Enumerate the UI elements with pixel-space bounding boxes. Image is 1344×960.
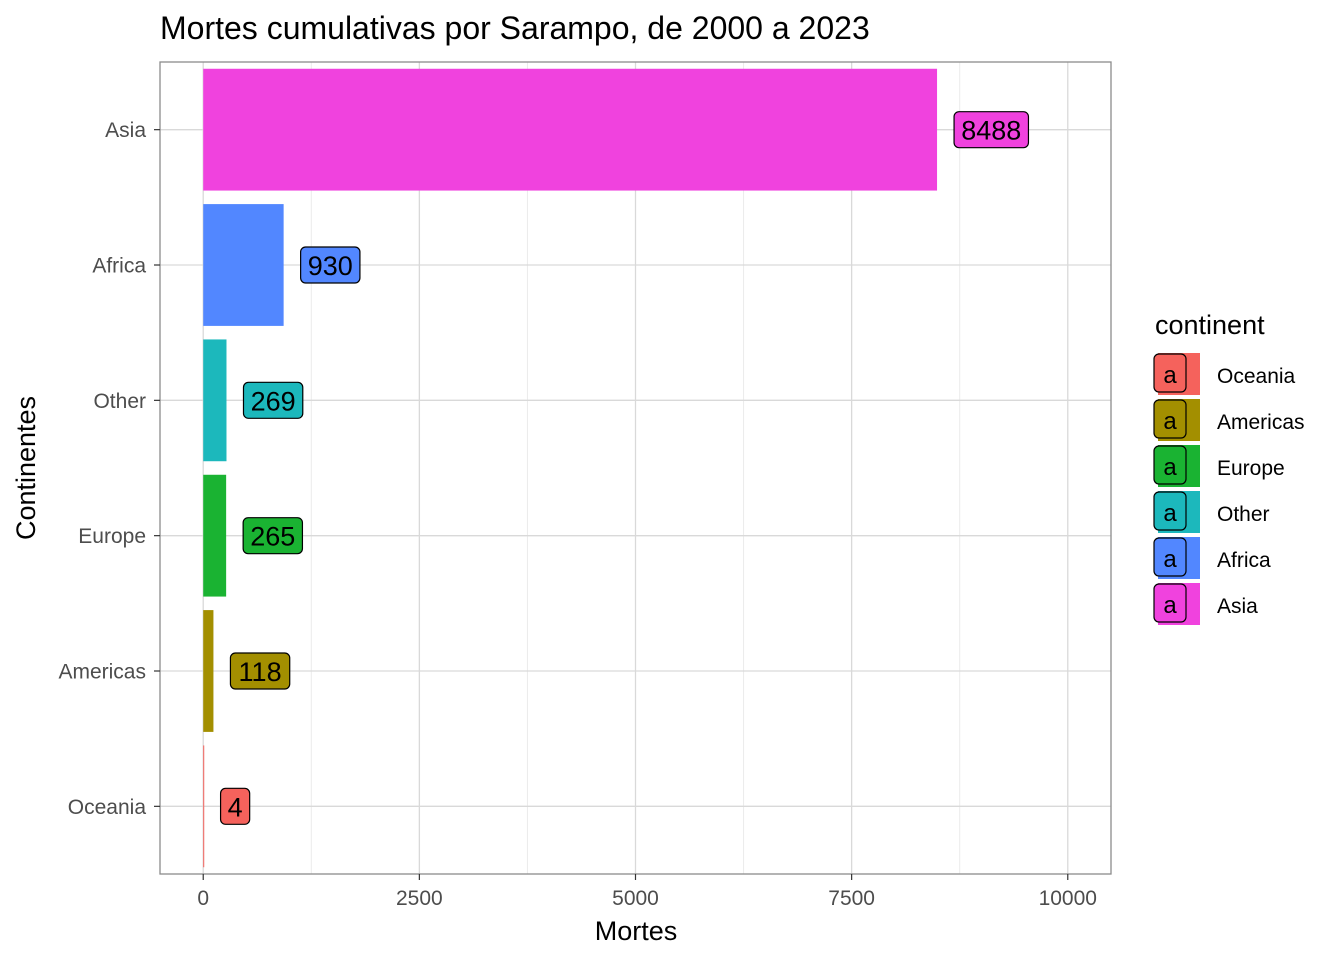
- x-tick-label: 10000: [1039, 887, 1097, 910]
- bar-asia: [203, 68, 938, 191]
- legend-key-box: [1153, 399, 1187, 439]
- legend-title: continent: [1155, 310, 1265, 340]
- legend-key-box: [1153, 583, 1187, 623]
- legend-key-glyph: a: [1163, 454, 1177, 481]
- legend-key-glyph: a: [1163, 408, 1177, 435]
- x-tick-label: 7500: [828, 887, 875, 910]
- data-label-box-oceania: [219, 787, 251, 825]
- y-tick-label: Other: [93, 390, 146, 413]
- data-label-box-americas: [229, 652, 291, 690]
- bar-africa: [203, 204, 284, 326]
- x-axis-title: Mortes: [595, 916, 678, 946]
- legend-key-box: [1153, 491, 1187, 531]
- legend-key-glyph: a: [1163, 500, 1177, 527]
- chart-title: Mortes cumulativas por Sarampo, de 2000 …: [160, 10, 870, 46]
- legend-key-box: [1153, 445, 1187, 485]
- x-tick-label: 0: [197, 887, 209, 910]
- data-labels: 8488 930 269 265 118 4: [219, 111, 1030, 825]
- data-label-box-other: [242, 381, 304, 419]
- bar-americas: [203, 610, 214, 732]
- legend-label-oceania: Oceania: [1217, 365, 1296, 388]
- bar-oceania: [203, 745, 205, 868]
- y-tick-label: Africa: [92, 255, 146, 278]
- bars: [203, 68, 938, 868]
- bar-europe: [203, 474, 227, 597]
- legend-key-glyph: a: [1163, 546, 1177, 573]
- y-tick-label: Europe: [78, 525, 146, 548]
- axes: Asia Africa Other Europe Americas Oceania 0 250…: [58, 119, 1097, 910]
- data-label-americas: 118: [239, 657, 282, 687]
- y-tick-label: Oceania: [68, 796, 147, 819]
- data-label-africa: 930: [308, 251, 353, 281]
- legend-label-other: Other: [1217, 503, 1270, 526]
- legend-key-box: [1153, 353, 1187, 393]
- data-label-oceania: 4: [228, 792, 243, 822]
- y-tick-label: Asia: [105, 119, 146, 142]
- legend-label-americas: Americas: [1217, 411, 1305, 434]
- data-label-box-asia: [953, 111, 1030, 149]
- legend-label-asia: Asia: [1217, 595, 1258, 618]
- data-label-asia: 8488: [961, 116, 1021, 146]
- x-tick-label: 5000: [612, 887, 659, 910]
- legend-key-glyph: a: [1163, 592, 1177, 619]
- legend-label-europe: Europe: [1217, 457, 1285, 480]
- legend-key-box: [1153, 537, 1187, 577]
- y-tick-label: Americas: [58, 661, 146, 684]
- legend: continent a Oceania a Americas a Europe a Other…: [1153, 310, 1305, 625]
- data-label-europe: 265: [250, 522, 295, 552]
- legend-key-glyph: a: [1163, 362, 1177, 389]
- x-tick-label: 2500: [396, 887, 443, 910]
- data-label-other: 269: [251, 386, 296, 416]
- data-label-box-africa: [300, 246, 361, 284]
- bar-other: [203, 339, 227, 462]
- legend-label-africa: Africa: [1217, 549, 1271, 572]
- data-label-box-europe: [242, 517, 304, 555]
- y-axis-title: Continentes: [11, 396, 41, 540]
